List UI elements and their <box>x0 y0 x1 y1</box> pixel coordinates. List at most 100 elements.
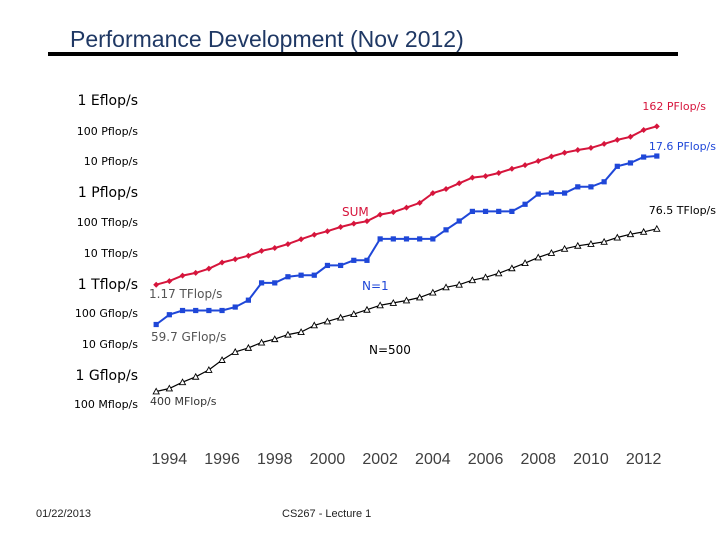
x-tick-label-1994: 1994 <box>152 451 188 468</box>
point-sum-32 <box>574 147 581 154</box>
point-n-500-31 <box>560 244 569 252</box>
point-n-1-5 <box>219 307 225 314</box>
point-n-1-23 <box>456 218 462 224</box>
y-tick-label-100-tflops: 100 Tflop/s <box>76 216 138 229</box>
annotation-n500-start: 400 MFlop/s <box>150 395 217 408</box>
annotation-n500-label: N=500 <box>369 343 411 357</box>
y-tick-label-100-mflops: 100 Mflop/s <box>73 398 138 411</box>
point-sum-36 <box>627 133 634 140</box>
point-sum-28 <box>522 162 529 169</box>
slide-title: Performance Development (Nov 2012) <box>70 26 464 52</box>
point-n-1-8 <box>258 280 265 286</box>
point-sum-12 <box>311 231 318 238</box>
point-n-1-34 <box>601 179 607 185</box>
point-n-500-6 <box>231 347 239 355</box>
point-n-500-14 <box>336 313 345 321</box>
point-n-500-32 <box>574 241 582 249</box>
y-tick-label-10-tflops: 10 Tflop/s <box>83 247 138 260</box>
point-sum-17 <box>377 211 384 218</box>
point-sum-10 <box>284 241 291 248</box>
y-tick-label-1-eflops: 1 Eflop/s <box>77 93 138 109</box>
point-sum-3 <box>192 269 199 276</box>
point-sum-33 <box>587 144 594 151</box>
point-sum-14 <box>337 223 344 230</box>
point-sum-21 <box>429 190 436 197</box>
point-n-500-10 <box>284 330 292 338</box>
point-n-1-0 <box>153 321 159 328</box>
point-n-500-15 <box>350 310 358 318</box>
point-n-1-29 <box>535 191 541 197</box>
point-sum-4 <box>205 265 212 272</box>
point-sum-18 <box>390 209 397 216</box>
x-tick-label-1998: 1998 <box>257 451 293 468</box>
x-tick-label-2004: 2004 <box>415 451 451 468</box>
point-n-500-17 <box>376 301 384 309</box>
point-sum-38 <box>653 123 660 130</box>
point-sum-7 <box>245 252 252 259</box>
point-n-1-17 <box>377 236 383 242</box>
point-sum-9 <box>271 244 278 251</box>
point-n-500-22 <box>442 283 450 291</box>
y-tick-label-10-gflops: 10 Gflop/s <box>81 338 138 351</box>
point-n-500-28 <box>521 259 529 267</box>
point-sum-35 <box>614 136 621 143</box>
y-tick-label-1-tflops: 1 Tflop/s <box>77 277 138 293</box>
x-tick-label-2002: 2002 <box>362 451 398 468</box>
point-sum-22 <box>443 185 450 192</box>
point-sum-25 <box>482 173 489 180</box>
point-n-500-5 <box>218 356 226 363</box>
point-n-500-8 <box>257 338 266 346</box>
point-n-500-29 <box>534 253 543 261</box>
point-sum-16 <box>363 218 370 225</box>
point-n-500-11 <box>297 328 305 335</box>
point-n-1-6 <box>232 304 238 310</box>
point-sum-0 <box>153 281 160 288</box>
point-n-1-32 <box>575 184 581 190</box>
point-sum-27 <box>508 165 515 172</box>
point-n-500-37 <box>639 227 648 235</box>
x-tick-label-2006: 2006 <box>468 451 504 468</box>
point-n-1-22 <box>443 227 449 233</box>
point-n-1-3 <box>193 307 199 314</box>
point-n-1-15 <box>351 257 357 263</box>
point-sum-37 <box>640 127 647 134</box>
title-underline <box>48 52 678 56</box>
point-sum-1 <box>166 278 173 285</box>
point-n-1-28 <box>522 201 528 207</box>
point-sum-34 <box>601 140 608 147</box>
point-n-1-10 <box>285 274 291 280</box>
point-sum-15 <box>350 220 357 227</box>
point-n-1-27 <box>509 208 515 214</box>
point-n-500-9 <box>270 335 279 343</box>
point-sum-13 <box>324 228 331 235</box>
annotation-n500-end: 76.5 TFlop/s <box>649 204 717 217</box>
point-n-500-34 <box>600 237 608 245</box>
point-sum-26 <box>495 170 502 177</box>
point-n-1-36 <box>627 160 634 166</box>
point-n-500-25 <box>481 273 490 281</box>
point-n-1-14 <box>338 262 344 269</box>
x-tick-label-2008: 2008 <box>520 451 556 468</box>
point-n-1-2 <box>179 307 186 314</box>
point-sum-6 <box>232 256 239 263</box>
footer-lecture: CS267 - Lecture 1 <box>282 508 372 520</box>
point-n-1-4 <box>206 307 212 314</box>
point-n-500-2 <box>178 378 187 386</box>
point-n-1-37 <box>641 154 647 160</box>
point-n-1-12 <box>311 272 317 278</box>
point-n-500-4 <box>205 365 213 373</box>
point-sum-11 <box>298 236 305 243</box>
point-n-1-31 <box>562 190 568 196</box>
point-n-1-13 <box>324 262 331 269</box>
point-sum-19 <box>403 204 410 211</box>
point-sum-31 <box>561 149 568 156</box>
point-n-1-16 <box>364 257 370 263</box>
point-n-500-18 <box>389 298 398 306</box>
y-tick-label-1-pflops: 1 Pflop/s <box>77 185 138 201</box>
annotation-n1-label: N=1 <box>362 279 389 293</box>
y-tick-label-100-gflops: 100 Gflop/s <box>74 307 138 320</box>
point-sum-5 <box>219 259 226 266</box>
point-n-1-24 <box>469 208 475 214</box>
point-n-500-3 <box>191 372 200 380</box>
